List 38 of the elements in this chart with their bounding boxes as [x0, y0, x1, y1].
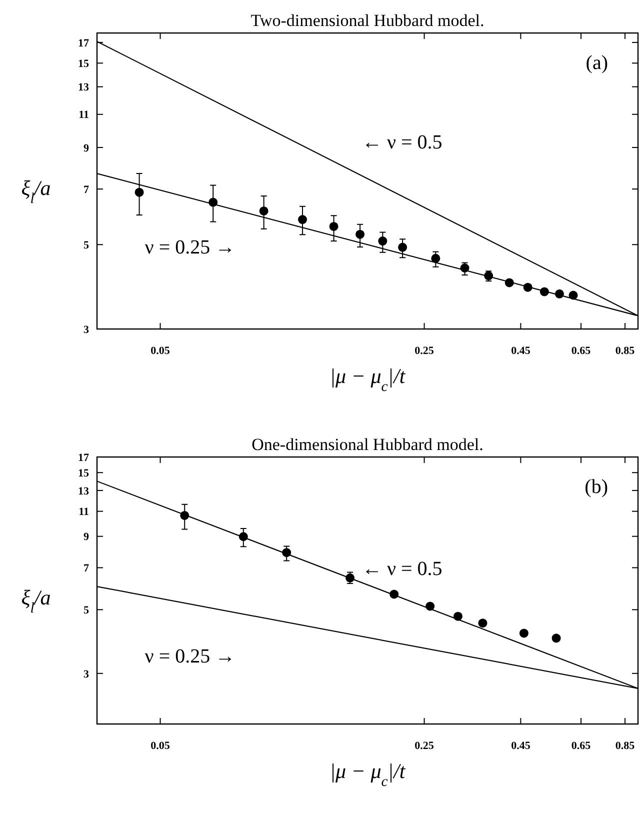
x-tick-label: 0.05 [150, 345, 170, 357]
y-tick-label: 7 [84, 184, 90, 196]
y-axis-title: ξ$_{l}$/a [21, 586, 51, 616]
x-tick-label: 0.85 [615, 740, 636, 752]
annotation: (b) [584, 476, 608, 498]
x-axis-title: |μ − μ$_{c}$|/t [330, 759, 406, 790]
y-tick-label: 17 [78, 37, 90, 50]
chart-title: One-dimensional Hubbard model. [252, 435, 484, 454]
y-tick-label: 5 [84, 604, 90, 617]
x-tick-label: 0.25 [414, 740, 434, 752]
x-tick-label: 0.45 [511, 345, 531, 357]
y-tick-label: 17 [78, 452, 90, 464]
x-tick-label: 0.65 [571, 740, 592, 752]
y-tick-label: 7 [84, 562, 90, 575]
y-tick-label: 15 [78, 467, 90, 480]
annotation: ν = 0.25 → [144, 645, 236, 668]
x-tick-label: 0.05 [150, 740, 170, 752]
y-tick-label: 5 [84, 239, 90, 252]
y-tick-label: 11 [78, 109, 89, 122]
y-tick-label: 15 [78, 58, 90, 70]
annotation: (a) [586, 52, 608, 74]
x-tick-label: 0.45 [511, 740, 531, 752]
y-tick-label: 11 [78, 506, 89, 518]
y-tick-label: 3 [84, 324, 90, 336]
annotation: ← ν = 0.5 [362, 558, 442, 580]
x-tick-label: 0.85 [615, 345, 636, 357]
x-tick-label: 0.25 [414, 345, 434, 357]
annotation: ν = 0.25 → [144, 236, 236, 259]
y-tick-label: 3 [84, 668, 90, 680]
x-axis-title: |μ − μ$_{c}$|/t [330, 364, 406, 395]
y-tick-label: 13 [78, 82, 90, 94]
y-tick-label: 13 [78, 485, 90, 498]
x-tick-label: 0.65 [571, 345, 592, 357]
y-axis-title: ξ$_{l}$/a [21, 176, 51, 207]
chart-title: Two-dimensional Hubbard model. [250, 11, 484, 30]
y-tick-label: 9 [84, 531, 90, 544]
annotation: ← ν = 0.5 [362, 132, 442, 154]
y-tick-label: 9 [84, 142, 90, 154]
